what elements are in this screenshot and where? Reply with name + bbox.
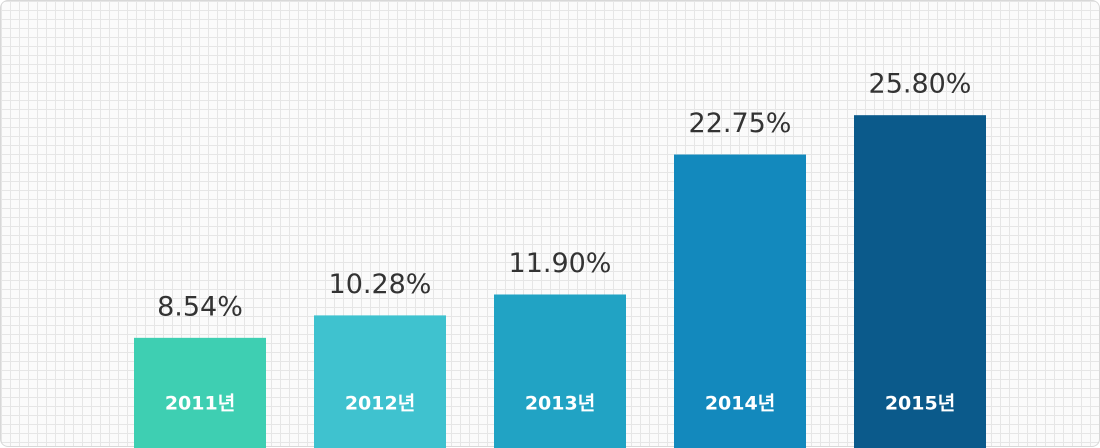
category-label: 2011년 xyxy=(165,393,235,415)
value-label: 8.54% xyxy=(157,291,243,322)
value-label: 25.80% xyxy=(869,69,972,100)
bar xyxy=(674,154,806,448)
bar xyxy=(314,315,446,448)
category-label: 2012년 xyxy=(345,393,415,415)
category-label: 2015년 xyxy=(885,393,955,415)
category-label: 2014년 xyxy=(705,393,775,415)
value-label: 11.90% xyxy=(509,248,612,279)
category-label: 2013년 xyxy=(525,393,595,415)
value-label: 22.75% xyxy=(689,108,792,139)
bar xyxy=(134,337,266,448)
bar xyxy=(854,115,986,448)
value-label: 10.28% xyxy=(329,269,432,300)
bar xyxy=(494,294,626,448)
